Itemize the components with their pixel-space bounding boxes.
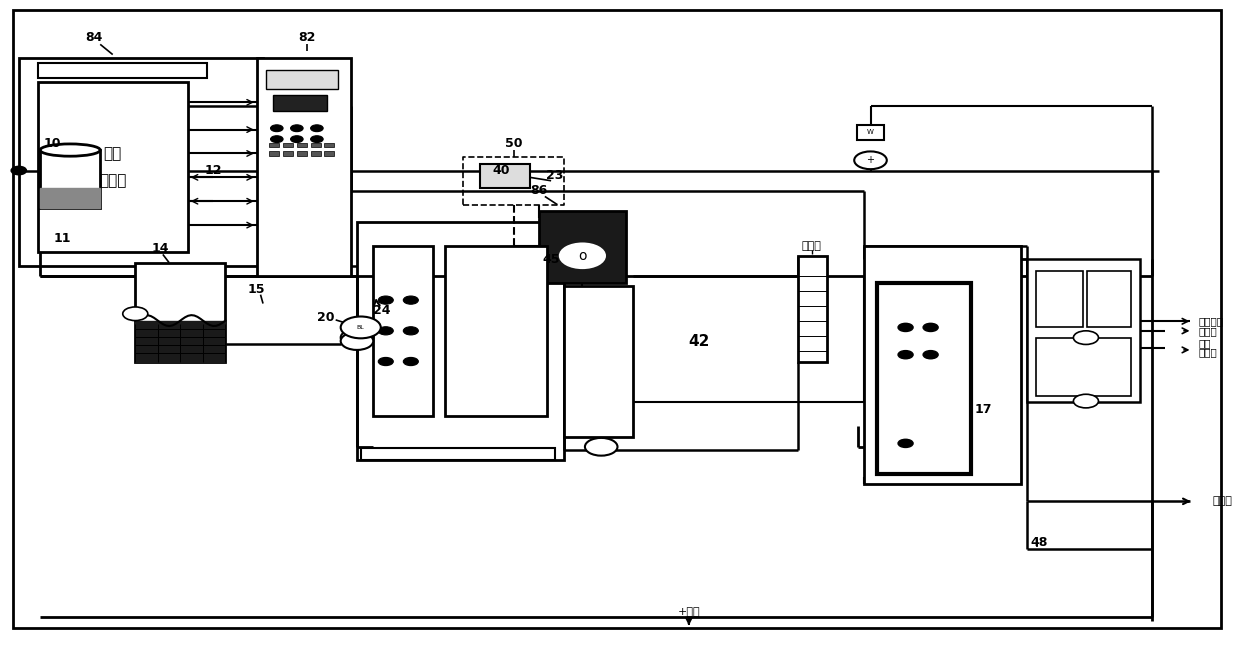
- Bar: [538, 211, 626, 283]
- Bar: [1035, 338, 1131, 396]
- Circle shape: [341, 316, 381, 338]
- Text: 50: 50: [505, 137, 522, 150]
- Text: 23: 23: [546, 170, 563, 183]
- Text: 11: 11: [53, 232, 72, 245]
- Text: 10: 10: [43, 137, 61, 150]
- Circle shape: [311, 135, 324, 143]
- Text: 14: 14: [151, 242, 169, 255]
- Bar: [445, 246, 547, 416]
- Circle shape: [1074, 331, 1099, 345]
- Circle shape: [378, 327, 393, 335]
- Circle shape: [403, 327, 418, 335]
- Bar: [19, 58, 263, 266]
- Bar: [1035, 272, 1084, 327]
- Circle shape: [585, 438, 618, 456]
- Circle shape: [923, 351, 939, 359]
- Text: 40: 40: [492, 164, 510, 177]
- Bar: [857, 125, 884, 140]
- Text: 氯通气: 氯通气: [1213, 496, 1233, 506]
- Circle shape: [403, 358, 418, 365]
- Text: 84: 84: [86, 31, 103, 44]
- Bar: [1027, 259, 1140, 402]
- Circle shape: [341, 329, 373, 347]
- Text: 17: 17: [975, 403, 992, 416]
- Bar: [283, 152, 293, 156]
- Bar: [1087, 272, 1131, 327]
- Bar: [37, 82, 188, 252]
- Bar: [325, 152, 335, 156]
- Text: 用于: 用于: [1199, 338, 1211, 348]
- Bar: [564, 286, 632, 437]
- Text: 监视板: 监视板: [99, 173, 126, 189]
- Circle shape: [11, 167, 26, 174]
- Bar: [325, 143, 335, 146]
- Polygon shape: [40, 187, 100, 208]
- Circle shape: [378, 358, 393, 365]
- Bar: [37, 64, 207, 78]
- Circle shape: [898, 439, 913, 448]
- Text: 12: 12: [205, 164, 222, 177]
- Bar: [283, 143, 293, 146]
- Bar: [357, 222, 564, 461]
- Circle shape: [403, 296, 418, 304]
- Text: 膜清洗: 膜清洗: [1199, 347, 1218, 358]
- Circle shape: [341, 332, 373, 350]
- Text: 24: 24: [373, 304, 391, 317]
- Circle shape: [560, 244, 605, 268]
- Text: 标定柱: 标定柱: [802, 240, 822, 251]
- Bar: [257, 58, 351, 276]
- Bar: [40, 150, 100, 208]
- Circle shape: [123, 307, 148, 321]
- Ellipse shape: [40, 144, 100, 156]
- Text: W: W: [867, 130, 874, 135]
- Circle shape: [1074, 394, 1099, 408]
- Bar: [273, 95, 327, 111]
- Bar: [864, 246, 1021, 484]
- Text: 86: 86: [529, 185, 547, 198]
- Bar: [265, 69, 339, 89]
- Text: BL: BL: [357, 325, 365, 330]
- Bar: [296, 152, 306, 156]
- Bar: [311, 152, 321, 156]
- Bar: [797, 256, 827, 362]
- Polygon shape: [135, 321, 226, 362]
- Circle shape: [270, 135, 283, 143]
- Bar: [373, 246, 433, 416]
- Circle shape: [923, 323, 939, 332]
- Bar: [269, 152, 279, 156]
- Bar: [480, 164, 529, 187]
- Bar: [296, 143, 306, 146]
- Circle shape: [898, 323, 913, 332]
- Bar: [877, 283, 971, 474]
- Circle shape: [290, 135, 303, 143]
- Circle shape: [290, 125, 303, 132]
- Text: 42: 42: [688, 334, 709, 349]
- Bar: [361, 448, 554, 461]
- Bar: [311, 143, 321, 146]
- Text: +: +: [867, 156, 874, 165]
- Bar: [269, 143, 279, 146]
- Text: 45: 45: [542, 253, 560, 266]
- Text: 20: 20: [317, 310, 335, 324]
- Text: 82: 82: [298, 31, 315, 44]
- Text: 15: 15: [248, 283, 265, 296]
- Text: 中央: 中央: [104, 146, 122, 161]
- Circle shape: [378, 296, 393, 304]
- Text: 水存储器: 水存储器: [1199, 316, 1224, 327]
- Circle shape: [270, 125, 283, 132]
- Text: +废水: +废水: [677, 607, 701, 617]
- Circle shape: [854, 152, 887, 169]
- Text: 48: 48: [1030, 536, 1048, 549]
- Text: 入口管: 入口管: [1199, 326, 1218, 336]
- Text: o: o: [578, 249, 587, 263]
- Circle shape: [898, 351, 913, 359]
- Circle shape: [311, 125, 324, 132]
- Bar: [135, 262, 226, 362]
